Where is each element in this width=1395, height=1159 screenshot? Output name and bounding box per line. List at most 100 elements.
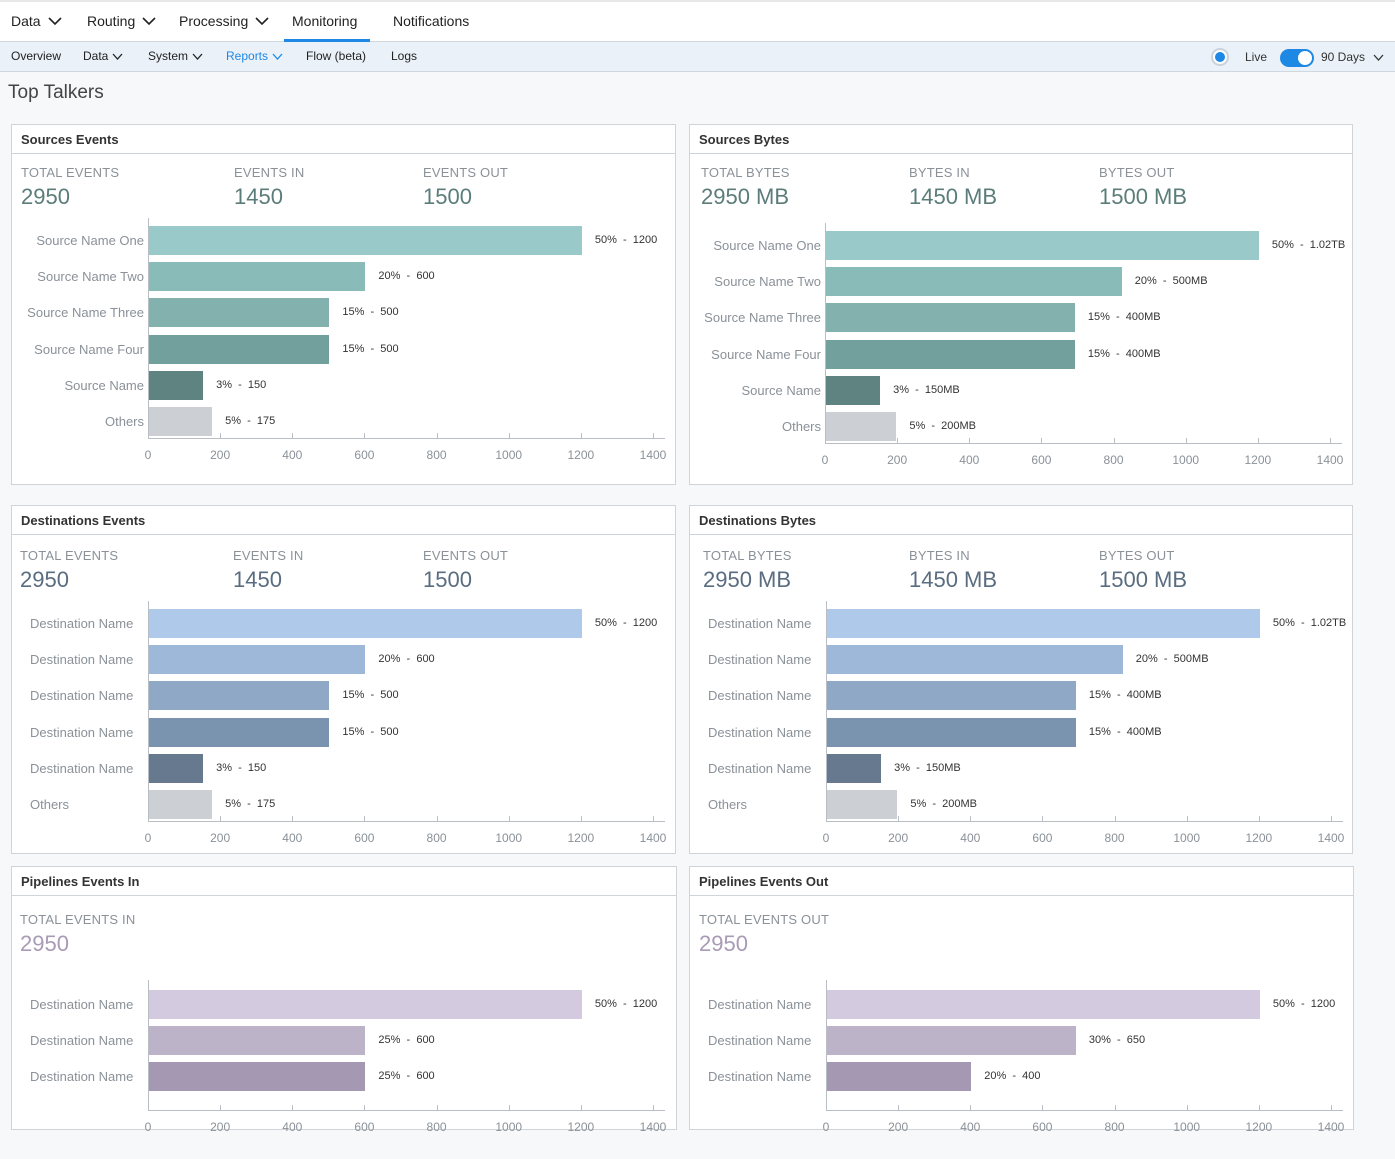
live-toggle[interactable] [1280,49,1314,67]
stat-label: EVENTS IN [233,548,304,563]
x-tick [898,1105,900,1110]
bar[interactable] [149,790,213,819]
bar[interactable] [827,753,882,783]
x-tick-label: 0 [822,831,830,845]
bar[interactable] [826,375,881,405]
x-tick-label: 1400 [639,1120,667,1134]
bar-data-label: 25% - 600 [378,1034,435,1047]
x-tick-label: 1000 [1173,1120,1201,1134]
bar[interactable] [826,303,1075,333]
x-tick [1331,816,1332,821]
x-tick-label: 1200 [1245,1120,1273,1134]
nav-notifications[interactable]: Notifications [393,13,469,29]
bar[interactable] [149,609,582,638]
x-tick-label: 1000 [495,448,523,462]
x-tick [1113,438,1115,443]
bar[interactable] [149,1062,366,1092]
panel-title: Destinations Bytes [690,506,1352,535]
stat-value: 2950 [20,567,69,592]
bar[interactable] [149,298,330,328]
x-tick [1330,438,1331,443]
stat-value: 1450 MB [909,184,998,209]
bar[interactable] [827,990,1260,1019]
subnav-logs[interactable]: Logs [391,49,417,63]
nav-data[interactable]: Data [11,13,62,29]
stat-block: TOTAL EVENTS IN 2950 [20,912,135,957]
top-nav: Data Routing Processing Monitoring Notif… [0,0,1395,42]
bar[interactable] [149,717,330,747]
bar[interactable] [149,1026,366,1056]
x-tick [364,1105,366,1110]
bar[interactable] [149,334,330,364]
x-tick [508,433,510,438]
category-label: Destination Name [708,616,812,631]
subnav-label: System [148,49,189,63]
panel-pipelines-in: Pipelines Events In TOTAL EVENTS IN 2950 0 2… [11,866,677,1134]
x-tick [508,816,510,821]
x-tick [826,1105,827,1110]
bar-data-label: 15% - 500 [342,342,399,355]
category-label: Destination Name [708,997,812,1012]
y-axis [826,601,827,821]
bar[interactable] [149,407,213,436]
stat-block: TOTAL EVENTS 2950 [21,165,119,210]
x-tick [653,433,654,438]
nav-monitoring[interactable]: Monitoring [292,13,357,29]
bar[interactable] [149,262,366,292]
bar[interactable] [827,790,898,819]
x-tick-label: 1200 [567,448,595,462]
x-tick-label: 400 [960,831,981,845]
subnav-flow[interactable]: Flow (beta) [306,49,366,63]
bar-data-label: 20% - 500MB [1135,653,1209,666]
chevron-down-icon [112,53,123,60]
bar-chart: 0 200 400 600 800 1000 1200 1400 Source Name One… [704,223,1350,473]
x-tick [1257,438,1259,443]
bar[interactable] [149,645,366,675]
x-tick [1114,816,1116,821]
panel-title: Pipelines Events Out [690,867,1353,896]
bar[interactable] [826,267,1122,297]
bar[interactable] [149,990,582,1019]
time-range-select[interactable]: 90 Days [1321,50,1384,64]
bar[interactable] [826,339,1075,369]
bar[interactable] [149,370,204,400]
bar[interactable] [827,1062,972,1092]
stat-block: TOTAL BYTES 2950 MB [701,165,790,210]
bar[interactable] [827,717,1076,747]
stat-block: EVENTS OUT 1500 [423,548,508,593]
x-axis [826,821,1343,822]
live-radio[interactable] [1211,48,1229,66]
bar-data-label: 15% - 500 [342,306,399,319]
subnav-system[interactable]: System [148,49,203,63]
nav-processing[interactable]: Processing [179,13,269,29]
bar-data-label: 5% - 175 [225,415,276,427]
category-label: Others [781,419,821,434]
nav-routing[interactable]: Routing [87,13,156,29]
subnav-overview[interactable]: Overview [11,49,61,63]
bar[interactable] [149,226,582,255]
bar[interactable] [826,412,897,441]
bar[interactable] [149,681,330,711]
x-axis [148,438,665,439]
bar[interactable] [826,231,1259,260]
x-tick-label: 800 [426,448,447,462]
category-label: Destination Name [30,652,134,668]
bar-data-label: 15% - 500 [342,725,399,738]
y-axis [148,218,149,438]
subnav-reports[interactable]: Reports [226,49,283,63]
bar[interactable] [827,609,1260,638]
x-tick-label: 800 [1104,831,1125,845]
chevron-down-icon [1373,54,1384,61]
bar[interactable] [149,753,204,783]
bar[interactable] [827,645,1123,675]
stat-label: TOTAL BYTES [701,165,790,180]
x-tick-label: 1400 [639,831,667,845]
bar[interactable] [827,1026,1076,1056]
x-tick [292,816,294,821]
x-tick [436,1105,438,1110]
subnav-data[interactable]: Data [83,49,123,63]
bar[interactable] [827,681,1076,711]
stat-label: BYTES IN [909,548,970,563]
stat-label: TOTAL EVENTS [20,548,119,563]
x-tick-label: 800 [1104,1120,1125,1134]
